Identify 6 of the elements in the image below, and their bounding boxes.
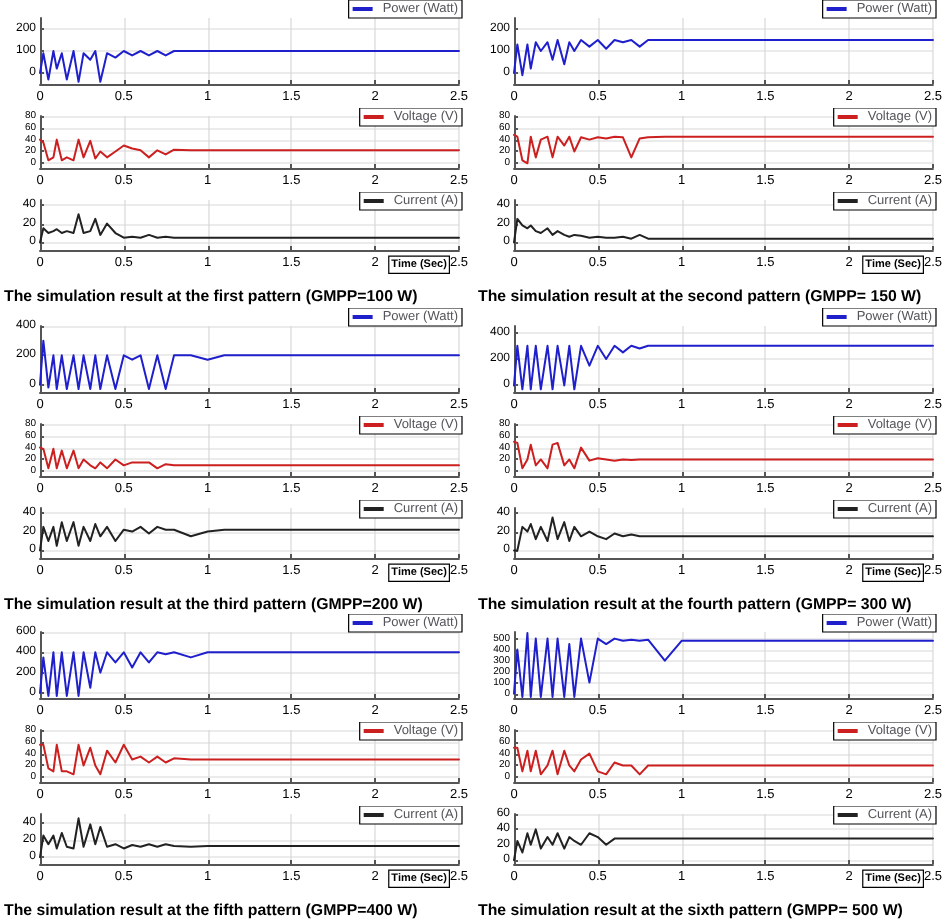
line-series [513,632,934,699]
line-series [39,213,460,244]
line-series [39,817,460,859]
line-series [513,39,934,77]
line-series [39,520,460,551]
line-series [513,217,934,244]
